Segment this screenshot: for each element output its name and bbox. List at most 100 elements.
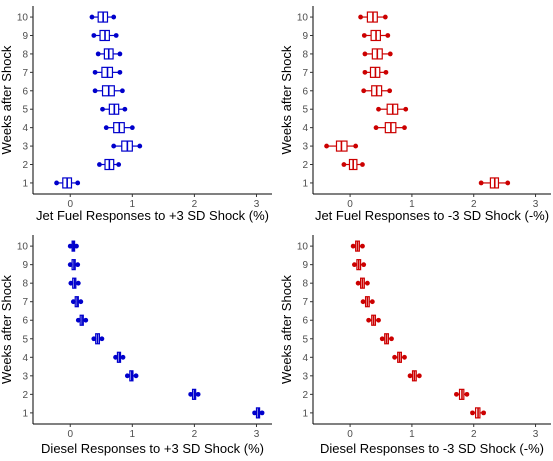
y-tick-label: 2 (22, 390, 28, 401)
outlier-point-low (71, 299, 76, 304)
outlier-point-low (104, 125, 109, 130)
y-tick-label: 10 (297, 13, 309, 24)
box-week-9 (91, 30, 118, 40)
y-tick-label: 1 (302, 178, 308, 189)
outlier-point-low (454, 392, 459, 397)
outlier-point-low (68, 281, 73, 286)
box-week-2 (454, 389, 469, 399)
outlier-point-high (481, 410, 486, 415)
y-tick-label: 6 (302, 316, 308, 327)
y-tick-label: 6 (302, 86, 308, 97)
outlier-point-high (370, 299, 375, 304)
box-week-4 (392, 352, 407, 362)
outlier-point-high (137, 144, 142, 149)
y-tick-label: 4 (302, 353, 308, 364)
y-tick-label: 7 (22, 297, 28, 308)
outlier-point-high (361, 262, 366, 267)
y-tick-label: 3 (302, 371, 308, 382)
y-tick-label: 7 (22, 68, 28, 79)
outlier-point-low (54, 181, 59, 186)
y-axis-title: Weeks after Shock (279, 45, 294, 154)
outlier-point-low (97, 162, 102, 167)
box-week-9 (362, 30, 390, 40)
y-tick-label: 3 (22, 142, 28, 153)
panel-diesel-positive: 123456789100 1 2 3Diesel Responses to +3 SD… (0, 235, 272, 456)
y-tick-label: 10 (297, 242, 309, 253)
outlier-point-high (465, 392, 470, 397)
box-week-7 (71, 297, 83, 307)
y-axis-title: Weeks after Shock (0, 45, 14, 154)
y-tick-label: 6 (22, 316, 28, 327)
y-tick-label: 3 (22, 371, 28, 382)
y-tick-label: 1 (302, 408, 308, 419)
outlier-point-high (260, 410, 265, 415)
box-week-6 (361, 86, 392, 96)
outlier-point-low (358, 15, 363, 20)
outlier-point-low (361, 299, 366, 304)
outlier-point-low (125, 373, 130, 378)
y-tick-label: 5 (22, 105, 28, 116)
outlier-point-high (130, 125, 135, 130)
outlier-point-low (252, 410, 257, 415)
y-tick-label: 3 (302, 142, 308, 153)
y-tick-label: 2 (302, 160, 308, 171)
box-week-8 (356, 278, 370, 288)
outlier-point-high (118, 52, 123, 57)
x-tick-label: 3 (254, 429, 260, 440)
box-week-5 (376, 104, 408, 114)
y-axis-title: Weeks after Shock (279, 275, 294, 384)
y-tick-label: 2 (22, 160, 28, 171)
outlier-point-low (68, 244, 73, 249)
y-tick-label: 2 (302, 390, 308, 401)
y-tick-label: 5 (22, 334, 28, 345)
outlier-point-high (120, 88, 125, 93)
outlier-point-low (96, 52, 101, 57)
outlier-point-low (352, 262, 357, 267)
box-week-9 (68, 260, 80, 270)
y-tick-label: 9 (302, 31, 308, 42)
outlier-point-low (380, 336, 385, 341)
outlier-point-low (324, 144, 329, 149)
outlier-point-low (376, 107, 381, 112)
y-tick-label: 4 (22, 123, 28, 134)
outlier-point-high (74, 244, 79, 249)
outlier-point-high (196, 392, 201, 397)
box-week-10 (351, 241, 365, 251)
x-tick-label: 0 (67, 429, 73, 440)
x-axis-title: Jet Fuel Responses to +3 SD Shock (%) (36, 208, 269, 223)
box-week-6 (366, 315, 381, 325)
outlier-point-low (362, 33, 367, 38)
box-week-7 (363, 67, 389, 77)
y-tick-label: 4 (302, 123, 308, 134)
y-tick-label: 4 (22, 353, 28, 364)
y-tick-label: 7 (302, 297, 308, 308)
outlier-point-high (114, 33, 119, 38)
box-week-5 (380, 334, 394, 344)
outlier-point-high (384, 70, 389, 75)
box-week-2 (188, 389, 200, 399)
x-tick-label: 1 (409, 429, 415, 440)
x-tick-label: 0 (347, 429, 353, 440)
box-week-6 (93, 86, 125, 96)
box-week-4 (374, 123, 407, 133)
box-week-3 (125, 371, 138, 381)
outlier-point-high (75, 262, 80, 267)
outlier-point-high (134, 373, 139, 378)
x-tick-label: 3 (533, 429, 539, 440)
outlier-point-high (383, 15, 388, 20)
outlier-point-high (403, 107, 408, 112)
outlier-point-low (93, 88, 98, 93)
outlier-point-high (76, 281, 81, 286)
outlier-point-high (388, 52, 393, 57)
box-week-3 (324, 141, 358, 151)
y-tick-label: 8 (22, 49, 28, 60)
x-axis-title: Diesel Responses to -3 SD Shock (-%) (320, 441, 544, 456)
box-week-6 (76, 315, 88, 325)
outlier-point-high (118, 70, 123, 75)
box-week-10 (68, 241, 79, 251)
y-tick-label: 9 (22, 260, 28, 271)
y-tick-label: 9 (22, 31, 28, 42)
outlier-point-low (93, 70, 98, 75)
